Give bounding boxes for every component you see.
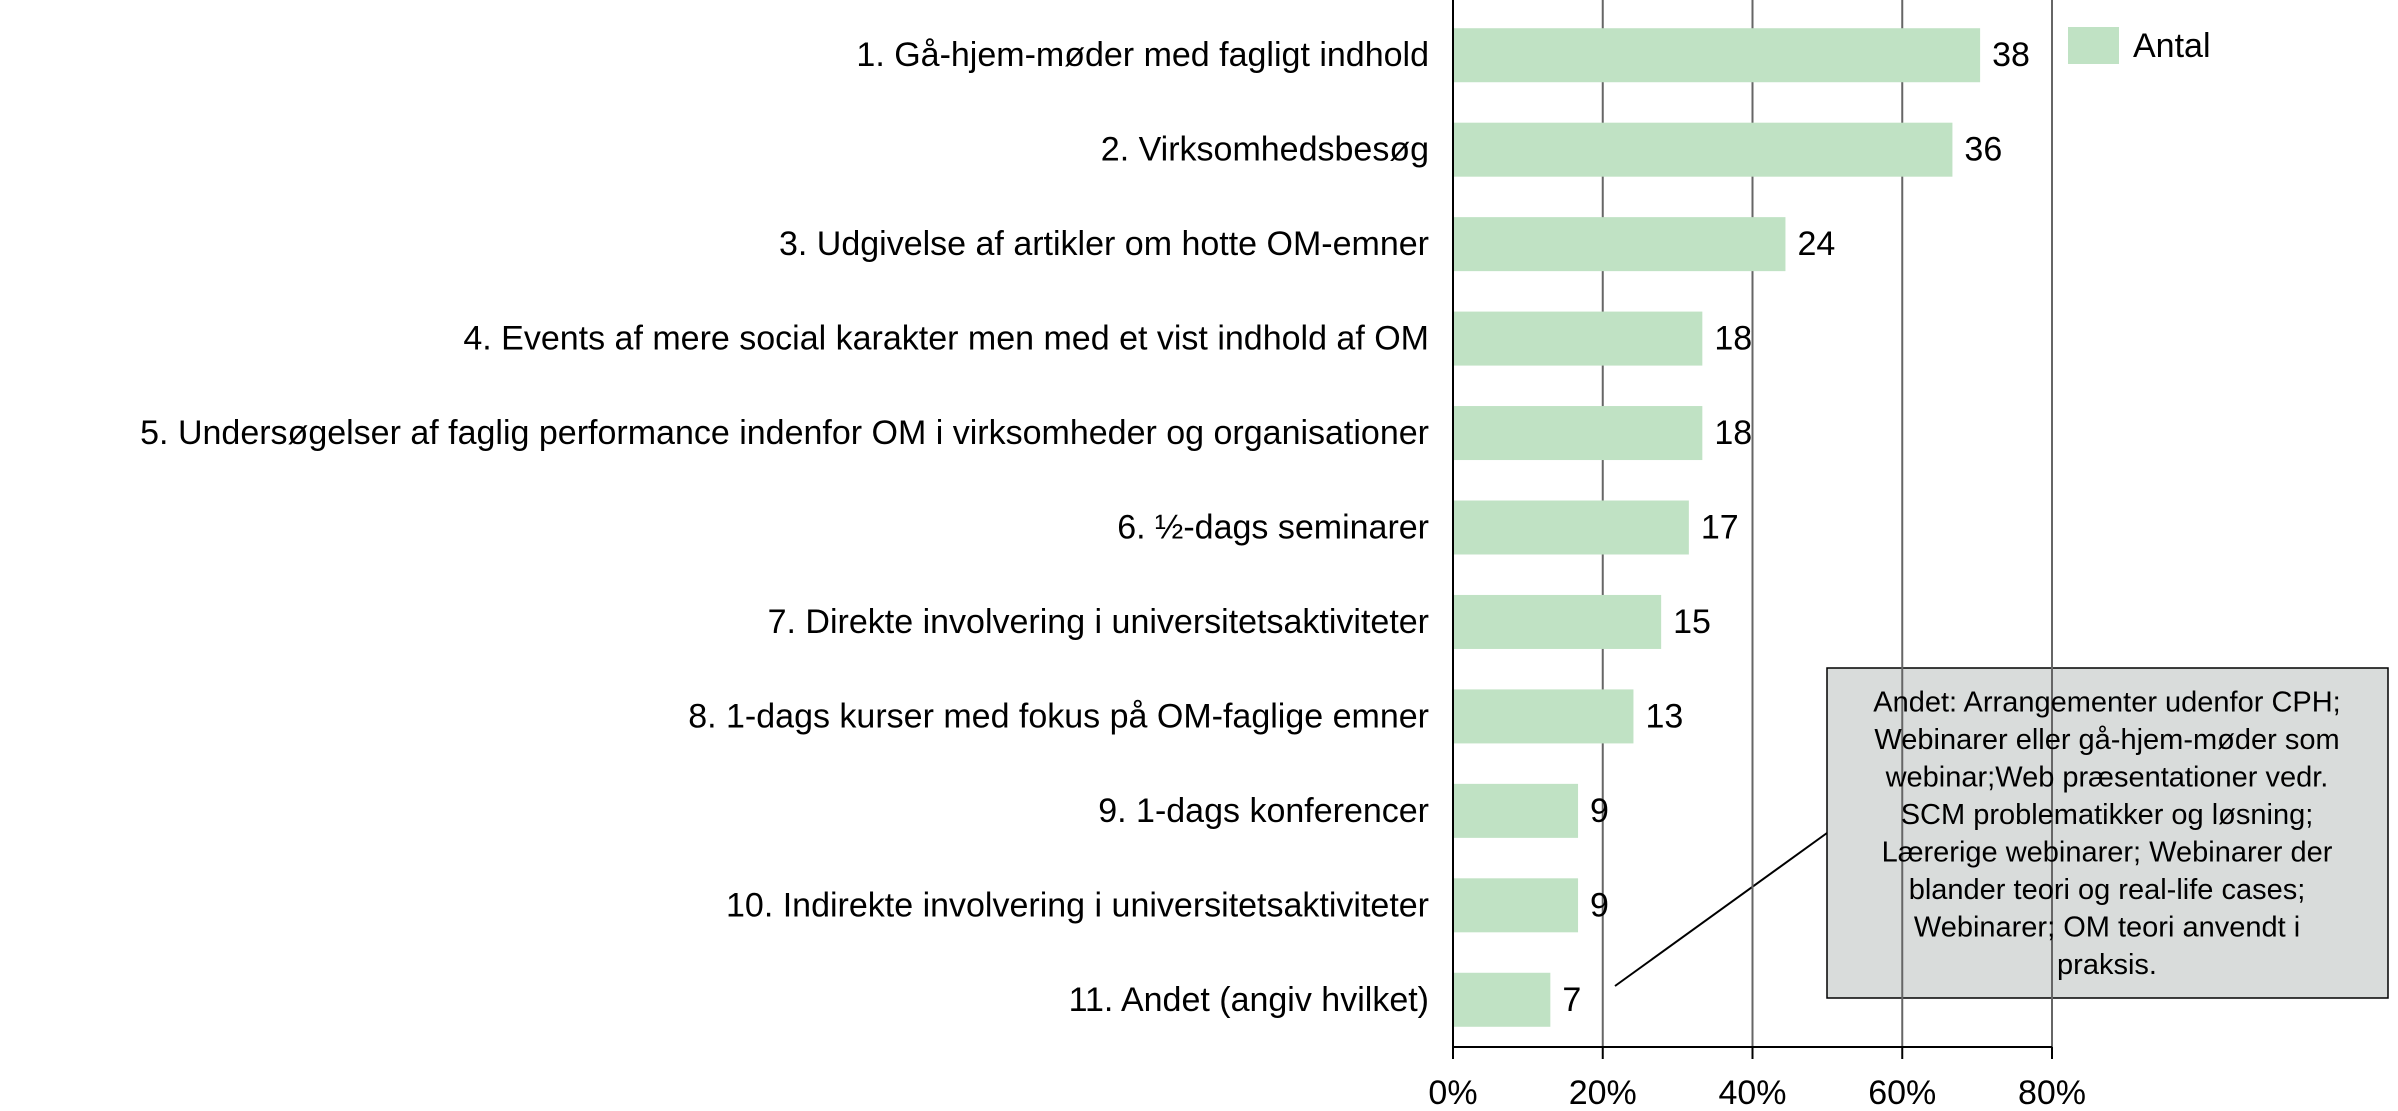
data-label: 9 — [1590, 792, 1609, 830]
category-label: 8. 1-dags kurser med fokus på OM-faglige… — [688, 697, 1429, 735]
data-label: 9 — [1590, 886, 1609, 924]
x-tick-label: 20% — [1569, 1074, 1637, 1111]
annotation-line: webinar;Web præsentationer vedr. — [1885, 762, 2329, 794]
annotation-line: Webinarer; OM teori anvendt i — [1914, 912, 2300, 944]
annotation-line: praksis. — [2057, 949, 2157, 981]
bar — [1453, 972, 1551, 1027]
data-label: 38 — [1992, 36, 2030, 74]
annotation-line: SCM problematikker og løsning; — [1901, 799, 2314, 831]
data-label: 24 — [1797, 225, 1835, 263]
category-label: 6. ½-dags seminarer — [1117, 508, 1429, 546]
x-tick-label: 0% — [1428, 1074, 1477, 1111]
data-label: 18 — [1714, 414, 1752, 452]
annotation-line: Andet: Arrangementer udenfor CPH; — [1873, 687, 2340, 719]
annotation-line: Webinarer eller gå-hjem-møder som — [1874, 724, 2339, 756]
bar — [1453, 28, 1981, 83]
legend-label: Antal — [2133, 27, 2211, 65]
category-label: 3. Udgivelse af artikler om hotte OM-emn… — [779, 225, 1429, 263]
bar — [1453, 689, 1634, 744]
category-label: 5. Undersøgelser af faglig performance i… — [140, 414, 1429, 452]
bar — [1453, 406, 1703, 461]
category-label: 1. Gå-hjem-møder med fagligt indhold — [856, 36, 1429, 74]
data-label: 17 — [1701, 508, 1739, 546]
category-label: 10. Indirekte involvering i universitets… — [726, 886, 1429, 924]
category-label: 7. Direkte involvering i universitetsakt… — [768, 603, 1429, 641]
bar — [1453, 500, 1689, 555]
data-label: 15 — [1673, 603, 1711, 641]
x-tick-label: 40% — [1718, 1074, 1786, 1111]
data-label: 13 — [1645, 697, 1683, 735]
category-label: 4. Events af mere social karakter men me… — [463, 320, 1429, 358]
category-label: 11. Andet (angiv hvilket) — [1069, 981, 1429, 1019]
bar — [1453, 594, 1662, 649]
data-label: 18 — [1714, 320, 1752, 358]
annotation-leader — [1614, 832, 1828, 987]
category-label: 9. 1-dags konferencer — [1098, 792, 1429, 830]
bar — [1453, 878, 1579, 933]
data-label: 7 — [1562, 981, 1581, 1019]
annotation-line: blander teori og real-life cases; — [1909, 874, 2306, 906]
data-label: 36 — [1964, 131, 2002, 169]
bar — [1453, 783, 1579, 838]
category-label: 2. Virksomhedsbesøg — [1101, 131, 1429, 169]
bar — [1453, 122, 1953, 177]
x-tick-label: 80% — [2018, 1074, 2086, 1111]
annotation-line: Lærerige webinarer; Webinarer der — [1882, 837, 2333, 869]
x-tick-label: 60% — [1868, 1074, 1936, 1111]
bar — [1453, 217, 1786, 272]
legend-swatch — [2068, 27, 2119, 64]
annotation-box — [1826, 667, 2389, 999]
bar — [1453, 311, 1703, 366]
